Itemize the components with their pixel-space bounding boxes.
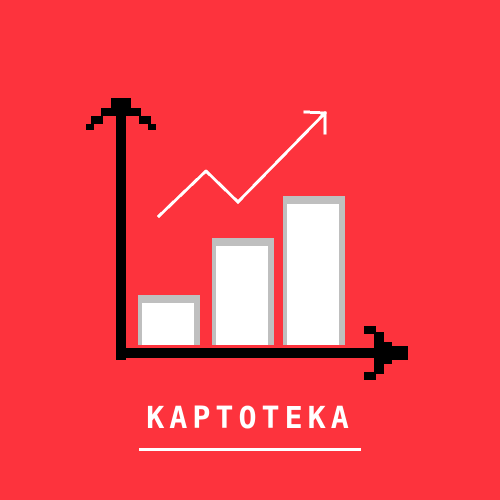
x-axis — [116, 326, 408, 380]
bar — [287, 204, 339, 345]
brand-underline — [139, 448, 361, 451]
brand-name: КАРТОТЕКА — [146, 401, 354, 436]
trend-arrow — [156, 110, 328, 219]
bars-group — [138, 196, 345, 345]
y-axis — [86, 98, 156, 360]
bar — [216, 246, 268, 345]
bar — [142, 303, 194, 345]
